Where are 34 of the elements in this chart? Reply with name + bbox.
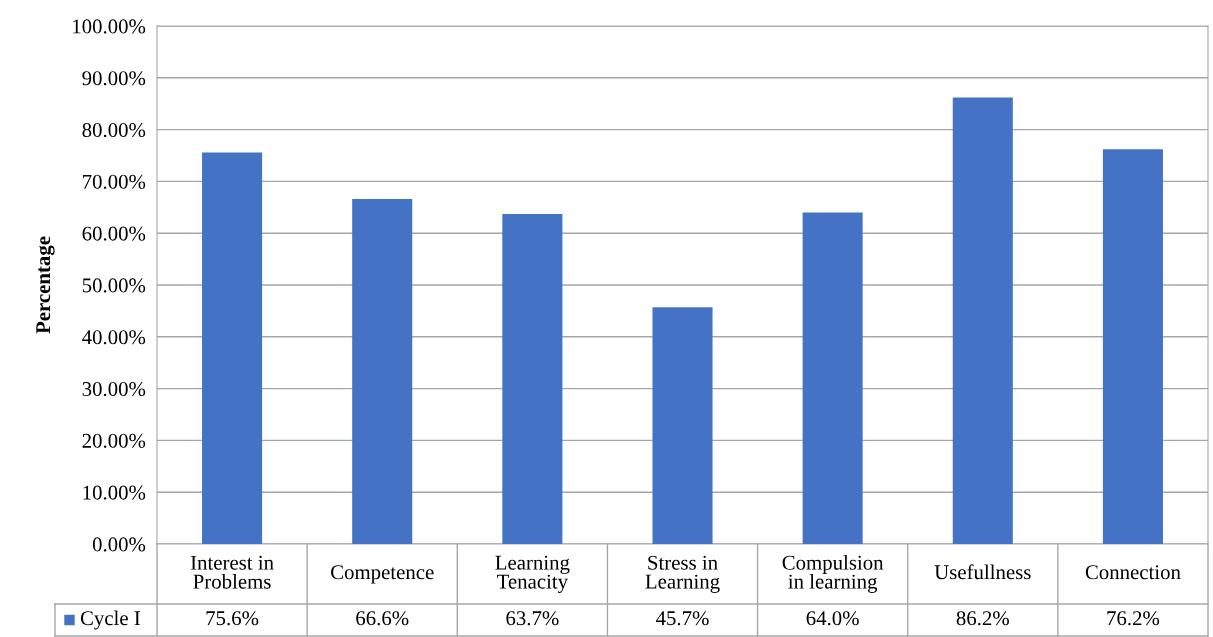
x-tick-label: Compulsion in learning (782, 555, 884, 593)
data-label: 76.2% (1107, 611, 1160, 626)
data-label: 45.7% (656, 611, 709, 626)
bar (952, 97, 1013, 544)
y-tick-label: 20.00% (82, 433, 146, 448)
bar (202, 152, 263, 544)
x-tick-label: Learning Tenacity (495, 555, 570, 593)
x-tick-label: Competence (331, 565, 434, 584)
legend-label: Cycle I (80, 610, 141, 630)
data-label: 64.0% (806, 611, 859, 626)
x-tick-label: Interest in Problems (190, 555, 274, 589)
x-tick-label: Connection (1085, 565, 1181, 580)
y-tick-label: 10.00% (83, 485, 146, 500)
y-tick-label: 30.00% (82, 381, 146, 397)
bar (652, 307, 713, 544)
x-tick-label: Usefullness (934, 564, 1031, 580)
y-axis-title: Percentage (36, 236, 55, 334)
y-tick-label: 50.00% (82, 278, 146, 293)
y-tick-label: 90.00% (82, 71, 146, 86)
data-label: 86.2% (956, 611, 1009, 626)
y-tick-label: 0.00% (92, 537, 146, 552)
bar (502, 214, 563, 544)
y-tick-label: 80.00% (82, 122, 146, 138)
data-label: 63.7% (506, 611, 559, 626)
data-label: 75.6% (206, 611, 259, 626)
data-label: 66.6% (356, 611, 409, 626)
bar (352, 199, 413, 544)
y-tick-label: 60.00% (82, 226, 146, 241)
bar (1102, 149, 1163, 544)
y-tick-label: 70.00% (83, 174, 146, 189)
y-tick-label: 40.00% (82, 330, 146, 345)
y-tick-label: 100.00% (73, 19, 146, 34)
bar (802, 212, 863, 544)
x-tick-label: Stress in Learning (645, 555, 720, 593)
